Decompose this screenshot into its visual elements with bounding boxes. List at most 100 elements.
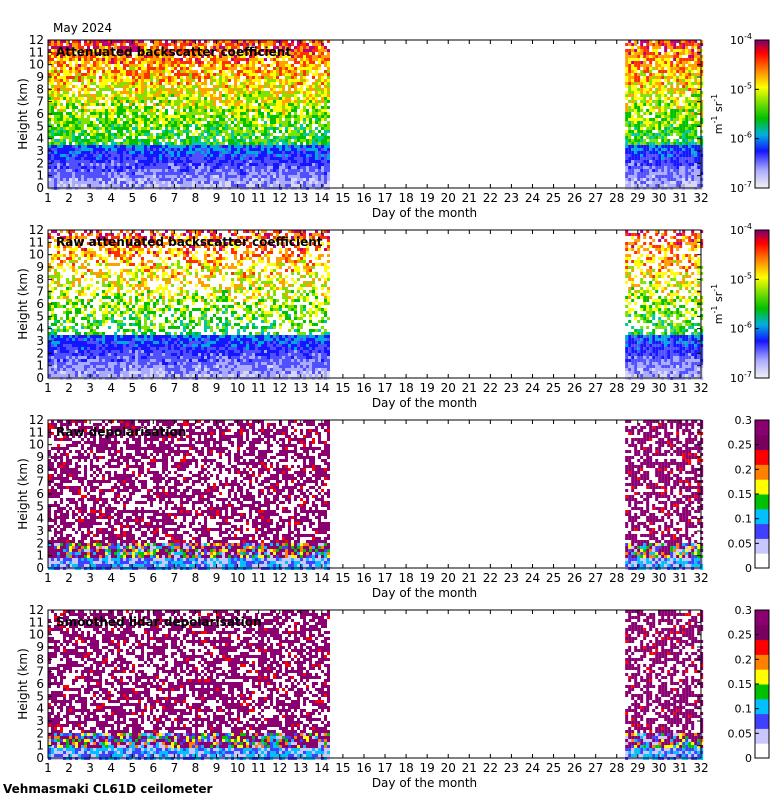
- heatmap-cell: [327, 55, 330, 58]
- heatmap-cell: [51, 175, 54, 178]
- heatmap-cell: [192, 136, 195, 139]
- heatmap-cell: [192, 49, 195, 52]
- heatmap-cell: [300, 166, 303, 169]
- heatmap-cell: [327, 40, 330, 43]
- heatmap-cell: [279, 100, 282, 103]
- heatmap-cell: [246, 184, 249, 187]
- heatmap-cell: [111, 43, 114, 46]
- heatmap-cell: [625, 136, 629, 139]
- heatmap-cell: [135, 139, 138, 142]
- heatmap-cell: [180, 163, 183, 166]
- heatmap-cell: [246, 163, 249, 166]
- heatmap-cell: [153, 88, 156, 91]
- heatmap-cell: [640, 94, 644, 97]
- heatmap-cell: [156, 85, 159, 88]
- heatmap-cell: [246, 169, 249, 172]
- heatmap-cell: [78, 103, 81, 106]
- heatmap-cell: [291, 73, 294, 76]
- heatmap-cell: [285, 100, 288, 103]
- heatmap-cell: [252, 178, 255, 181]
- heatmap-cell: [219, 109, 222, 112]
- heatmap-cell: [102, 49, 105, 52]
- heatmap-cell: [159, 85, 162, 88]
- heatmap-cell: [228, 169, 231, 172]
- heatmap-cell: [240, 145, 243, 148]
- heatmap-cell: [75, 67, 78, 70]
- heatmap-cell: [60, 166, 63, 169]
- heatmap-cell: [177, 88, 180, 91]
- heatmap-cell: [249, 154, 252, 157]
- heatmap-cell: [186, 73, 189, 76]
- heatmap-cell: [144, 82, 147, 85]
- heatmap-cell: [138, 130, 141, 133]
- heatmap-cell: [60, 79, 63, 82]
- heatmap-cell: [60, 112, 63, 115]
- heatmap-cell: [673, 43, 677, 46]
- heatmap-cell: [625, 70, 629, 73]
- heatmap-cell: [673, 163, 677, 166]
- heatmap-cell: [111, 94, 114, 97]
- heatmap-cell: [111, 79, 114, 82]
- heatmap-cell: [147, 91, 150, 94]
- heatmap-cell: [306, 67, 309, 70]
- heatmap-cell: [318, 148, 321, 151]
- heatmap-cell: [625, 172, 629, 175]
- heatmap-cell: [51, 76, 54, 79]
- heatmap-cell: [228, 175, 231, 178]
- heatmap-cell: [177, 136, 180, 139]
- heatmap-cell: [48, 106, 51, 109]
- heatmap-cell: [640, 154, 644, 157]
- heatmap-cell: [288, 151, 291, 154]
- heatmap-cell: [643, 52, 647, 55]
- heatmap-cell: [237, 49, 240, 52]
- heatmap-cell: [667, 133, 671, 136]
- heatmap-cell: [264, 82, 267, 85]
- heatmap-cell: [327, 184, 330, 187]
- heatmap-cell: [69, 55, 72, 58]
- heatmap-cell: [225, 85, 228, 88]
- heatmap-cell: [264, 160, 267, 163]
- heatmap-cell: [327, 142, 330, 145]
- heatmap-cell: [171, 169, 174, 172]
- heatmap-cell: [658, 157, 662, 160]
- heatmap-cell: [637, 82, 641, 85]
- heatmap-cell: [315, 163, 318, 166]
- heatmap-cell: [177, 46, 180, 49]
- heatmap-cell: [228, 100, 231, 103]
- heatmap-cell: [658, 64, 662, 67]
- heatmap-cell: [297, 67, 300, 70]
- heatmap-cell: [177, 100, 180, 103]
- heatmap-cell: [111, 112, 114, 115]
- heatmap-cell: [219, 82, 222, 85]
- heatmap-cell: [658, 76, 662, 79]
- heatmap-cell: [96, 112, 99, 115]
- heatmap-cell: [126, 94, 129, 97]
- heatmap-cell: [261, 58, 264, 61]
- heatmap-cell: [216, 106, 219, 109]
- heatmap-cell: [96, 109, 99, 112]
- heatmap-cell: [165, 100, 168, 103]
- heatmap-cell: [303, 52, 306, 55]
- heatmap-cell: [75, 43, 78, 46]
- heatmap-cell: [273, 157, 276, 160]
- heatmap-cell: [144, 58, 147, 61]
- heatmap-cell: [324, 55, 327, 58]
- heatmap-cell: [99, 145, 102, 148]
- heatmap-cell: [96, 115, 99, 118]
- heatmap-cell: [90, 124, 93, 127]
- heatmap-cell: [300, 133, 303, 136]
- heatmap-cell: [117, 133, 120, 136]
- heatmap-cell: [87, 121, 90, 124]
- heatmap-cell: [240, 82, 243, 85]
- heatmap-cell: [72, 55, 75, 58]
- heatmap-cell: [156, 133, 159, 136]
- heatmap-cell: [673, 112, 677, 115]
- heatmap-cell: [243, 46, 246, 49]
- heatmap-cell: [234, 118, 237, 121]
- heatmap-cell: [306, 91, 309, 94]
- heatmap-cell: [661, 55, 665, 58]
- heatmap-cell: [225, 136, 228, 139]
- heatmap-cell: [264, 127, 267, 130]
- heatmap-cell: [628, 58, 632, 61]
- heatmap-cell: [156, 124, 159, 127]
